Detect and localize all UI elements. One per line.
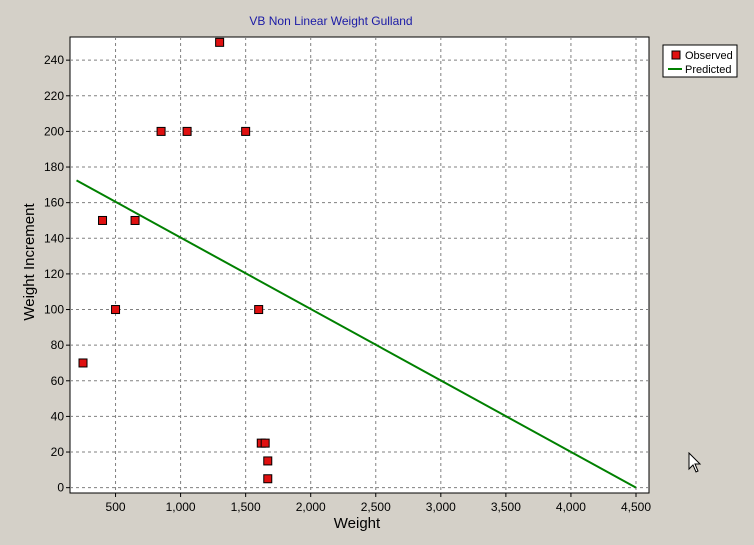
y-tick-label: 20	[51, 445, 65, 459]
x-tick-label: 1,000	[166, 500, 196, 514]
y-tick-label: 240	[44, 53, 64, 67]
observed-point	[254, 305, 264, 315]
legend-observed-label: Observed	[685, 50, 733, 62]
legend: Observed Predicted	[662, 44, 738, 78]
observed-point	[98, 215, 108, 225]
x-tick-label: 3,500	[491, 500, 521, 514]
legend-box	[662, 44, 738, 78]
y-tick-label: 60	[51, 374, 65, 388]
observed-point	[130, 215, 140, 225]
y-axis-title: Weight Increment	[21, 203, 38, 321]
axis-ticks: 500 1,000 1,500 2,000 2,500 3,000 3,500 4,000 4,…	[44, 53, 651, 514]
y-tick-label: 160	[44, 196, 64, 210]
x-tick-label: 2,500	[361, 500, 391, 514]
observed-point	[215, 37, 225, 47]
observed-point	[156, 126, 166, 136]
x-tick-label: 4,000	[556, 500, 586, 514]
mouse-pointer-icon	[688, 452, 702, 473]
grid-lines	[70, 37, 649, 493]
x-axis-title: Weight	[334, 515, 381, 532]
y-tick-label: 220	[44, 89, 64, 103]
x-tick-label: 4,500	[621, 500, 651, 514]
observed-point	[260, 438, 270, 448]
y-tick-label: 200	[44, 124, 64, 138]
y-tick-label: 80	[51, 338, 65, 352]
observed-point	[78, 358, 88, 368]
x-tick-label: 1,500	[231, 500, 261, 514]
x-tick-label: 3,000	[426, 500, 456, 514]
series-layer	[76, 37, 637, 489]
y-tick-label: 120	[44, 267, 64, 281]
chart-title: VB Non Linear Weight Gulland	[249, 14, 412, 28]
observed-point	[263, 474, 273, 484]
legend-predicted-label: Predicted	[685, 64, 731, 76]
y-tick-label: 180	[44, 160, 64, 174]
predicted-line	[76, 179, 637, 489]
x-tick-label: 2,000	[296, 500, 326, 514]
observed-point	[263, 456, 273, 466]
observed-point	[241, 126, 251, 136]
y-tick-label: 100	[44, 303, 64, 317]
x-tick-label: 500	[106, 500, 126, 514]
observed-point	[111, 305, 121, 315]
y-tick-label: 140	[44, 231, 64, 245]
y-tick-label: 40	[51, 409, 65, 423]
y-tick-label: 0	[57, 481, 64, 495]
plot-area	[69, 36, 650, 494]
observed-point	[182, 126, 192, 136]
legend-observed-marker	[671, 50, 681, 60]
